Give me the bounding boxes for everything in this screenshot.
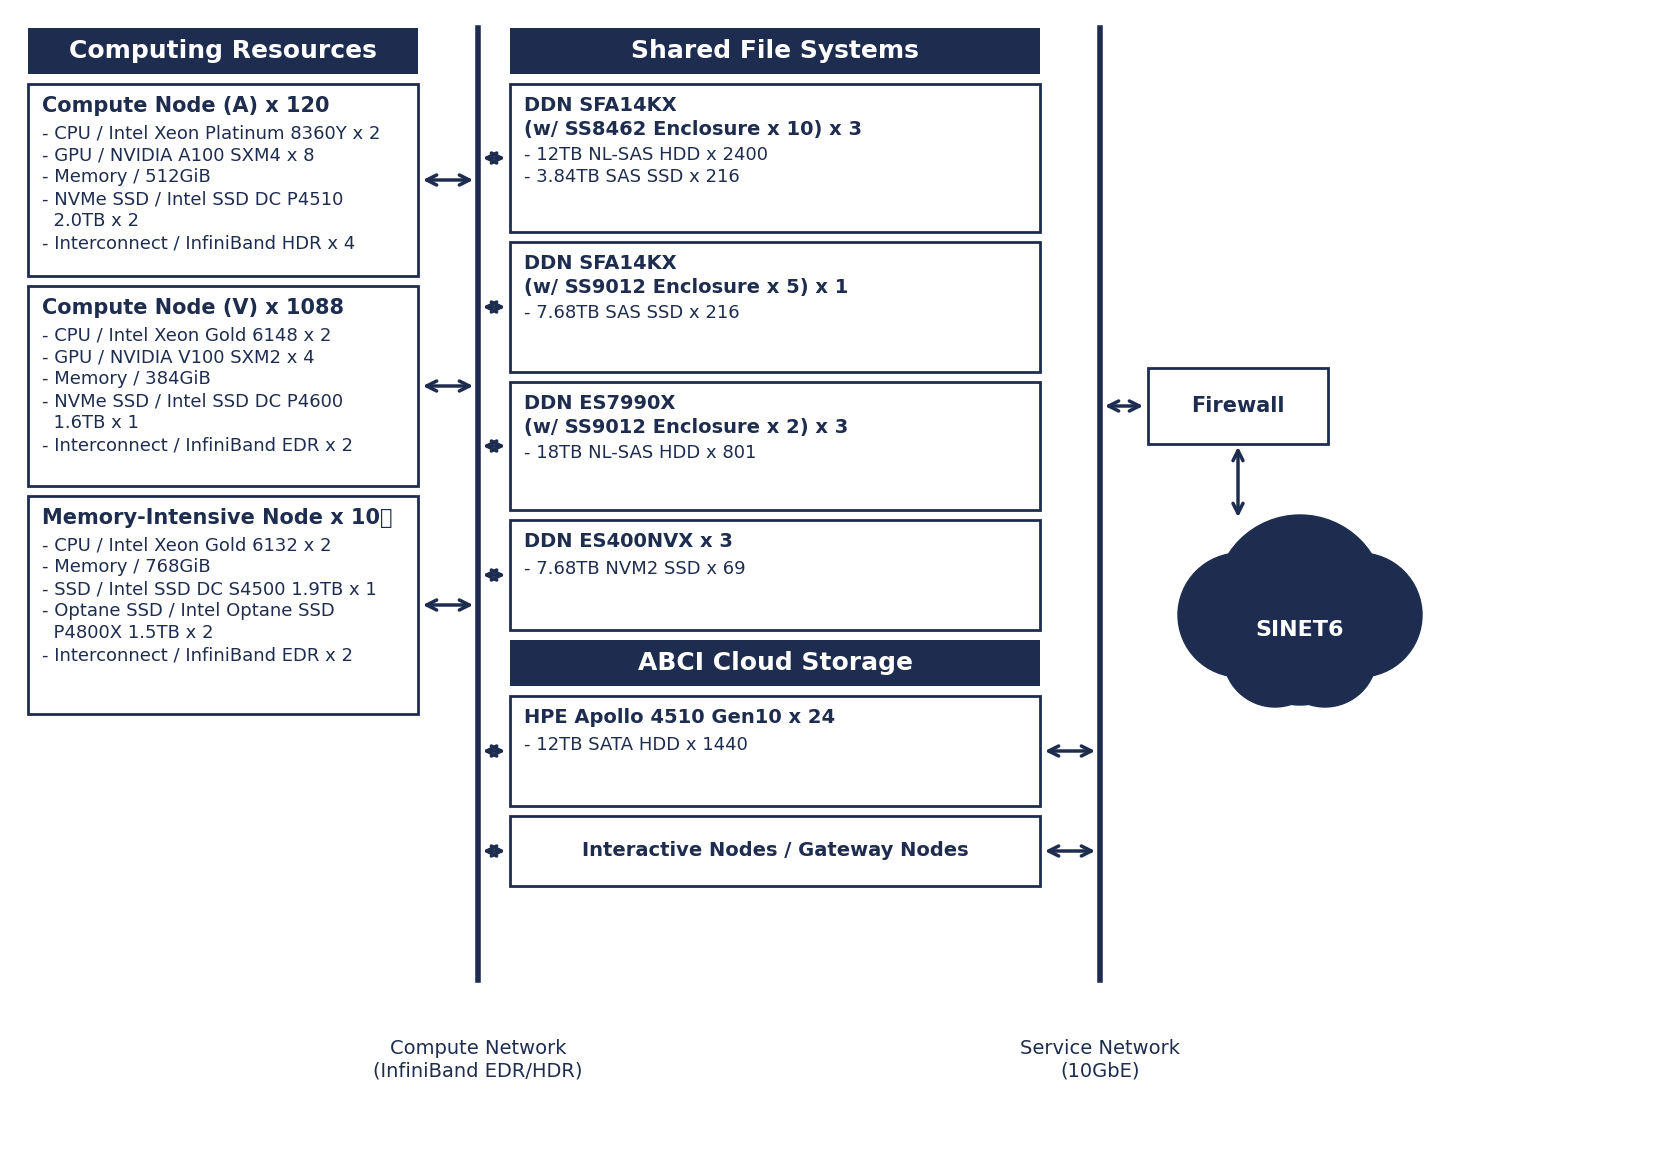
Text: Firewall: Firewall [1191, 396, 1285, 416]
Text: - 12TB NL-SAS HDD x 2400: - 12TB NL-SAS HDD x 2400 [524, 146, 767, 164]
Text: - CPU / Intel Xeon Gold 6132 x 2: - CPU / Intel Xeon Gold 6132 x 2 [41, 535, 331, 554]
Text: SINET6: SINET6 [1255, 620, 1345, 640]
Text: Compute Node (A) x 120: Compute Node (A) x 120 [41, 95, 329, 116]
Text: - CPU / Intel Xeon Platinum 8360Y x 2: - CPU / Intel Xeon Platinum 8360Y x 2 [41, 125, 380, 142]
Bar [509, 382, 1040, 510]
Bar [28, 84, 418, 276]
Text: - 3.84TB SAS SSD x 216: - 3.84TB SAS SSD x 216 [524, 168, 739, 186]
Text: DDN SFA14KX
(w/ SS8462 Enclosure x 10) x 3: DDN SFA14KX (w/ SS8462 Enclosure x 10) x… [524, 95, 862, 139]
Text: - Interconnect / InfiniBand EDR x 2: - Interconnect / InfiniBand EDR x 2 [41, 436, 352, 454]
Circle shape [1298, 553, 1422, 677]
Text: DDN ES7990X
(w/ SS9012 Enclosure x 2) x 3: DDN ES7990X (w/ SS9012 Enclosure x 2) x … [524, 393, 849, 436]
Text: - SSD / Intel SSD DC S4500 1.9TB x 1: - SSD / Intel SSD DC S4500 1.9TB x 1 [41, 580, 377, 598]
Text: - NVMe SSD / Intel SSD DC P4510: - NVMe SSD / Intel SSD DC P4510 [41, 190, 344, 208]
Text: - GPU / NVIDIA A100 SXM4 x 8: - GPU / NVIDIA A100 SXM4 x 8 [41, 146, 314, 164]
Circle shape [1178, 553, 1302, 677]
Text: - 12TB SATA HDD x 1440: - 12TB SATA HDD x 1440 [524, 736, 748, 754]
Circle shape [1231, 565, 1370, 705]
Text: Computing Resources: Computing Resources [69, 40, 377, 63]
Text: DDN SFA14KX
(w/ SS9012 Enclosure x 5) x 1: DDN SFA14KX (w/ SS9012 Enclosure x 5) x … [524, 254, 849, 297]
Bar [28, 28, 418, 74]
Text: - Interconnect / InfiniBand EDR x 2: - Interconnect / InfiniBand EDR x 2 [41, 646, 352, 663]
Text: P4800X 1.5TB x 2: P4800X 1.5TB x 2 [41, 624, 213, 643]
Text: - 18TB NL-SAS HDD x 801: - 18TB NL-SAS HDD x 801 [524, 443, 756, 462]
Text: 1.6TB x 1: 1.6TB x 1 [41, 414, 139, 432]
Circle shape [1216, 514, 1384, 684]
Circle shape [1274, 603, 1378, 707]
Text: - Memory / 768GiB: - Memory / 768GiB [41, 558, 210, 576]
Bar [28, 496, 418, 714]
Text: - Interconnect / InfiniBand HDR x 4: - Interconnect / InfiniBand HDR x 4 [41, 234, 356, 251]
Text: Service Network
(10GbE): Service Network (10GbE) [1021, 1039, 1179, 1080]
Bar [509, 242, 1040, 372]
Bar [509, 84, 1040, 232]
Text: Compute Network
(InfiniBand EDR/HDR): Compute Network (InfiniBand EDR/HDR) [374, 1039, 582, 1080]
Bar [1148, 368, 1328, 443]
Text: HPE Apollo 4510 Gen10 x 24: HPE Apollo 4510 Gen10 x 24 [524, 708, 835, 728]
Text: DDN ES400NVX x 3: DDN ES400NVX x 3 [524, 532, 733, 551]
Circle shape [1222, 603, 1327, 707]
Text: Interactive Nodes / Gateway Nodes: Interactive Nodes / Gateway Nodes [582, 842, 968, 860]
Text: - Memory / 384GiB: - Memory / 384GiB [41, 370, 210, 388]
Bar [509, 520, 1040, 630]
Text: Shared File Systems: Shared File Systems [632, 40, 920, 63]
Bar [509, 640, 1040, 686]
Text: - GPU / NVIDIA V100 SXM2 x 4: - GPU / NVIDIA V100 SXM2 x 4 [41, 348, 314, 365]
Text: - Optane SSD / Intel Optane SSD: - Optane SSD / Intel Optane SSD [41, 602, 334, 620]
Text: - 7.68TB NVM2 SSD x 69: - 7.68TB NVM2 SSD x 69 [524, 560, 746, 579]
Text: Memory-Intensive Node x 10台: Memory-Intensive Node x 10台 [41, 508, 392, 528]
Text: ABCI Cloud Storage: ABCI Cloud Storage [637, 651, 913, 675]
Bar [509, 696, 1040, 805]
Text: - NVMe SSD / Intel SSD DC P4600: - NVMe SSD / Intel SSD DC P4600 [41, 392, 342, 410]
Bar [509, 816, 1040, 886]
Text: Compute Node (V) x 1088: Compute Node (V) x 1088 [41, 298, 344, 318]
Text: - Memory / 512GiB: - Memory / 512GiB [41, 168, 210, 186]
Bar [28, 286, 418, 487]
Text: - 7.68TB SAS SSD x 216: - 7.68TB SAS SSD x 216 [524, 304, 739, 322]
Bar [509, 28, 1040, 74]
Text: - CPU / Intel Xeon Gold 6148 x 2: - CPU / Intel Xeon Gold 6148 x 2 [41, 326, 331, 345]
Text: 2.0TB x 2: 2.0TB x 2 [41, 212, 139, 230]
